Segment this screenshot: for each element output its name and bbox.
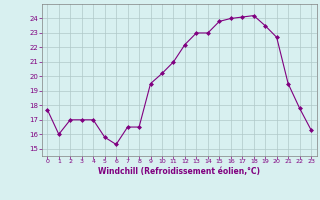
X-axis label: Windchill (Refroidissement éolien,°C): Windchill (Refroidissement éolien,°C) bbox=[98, 167, 260, 176]
